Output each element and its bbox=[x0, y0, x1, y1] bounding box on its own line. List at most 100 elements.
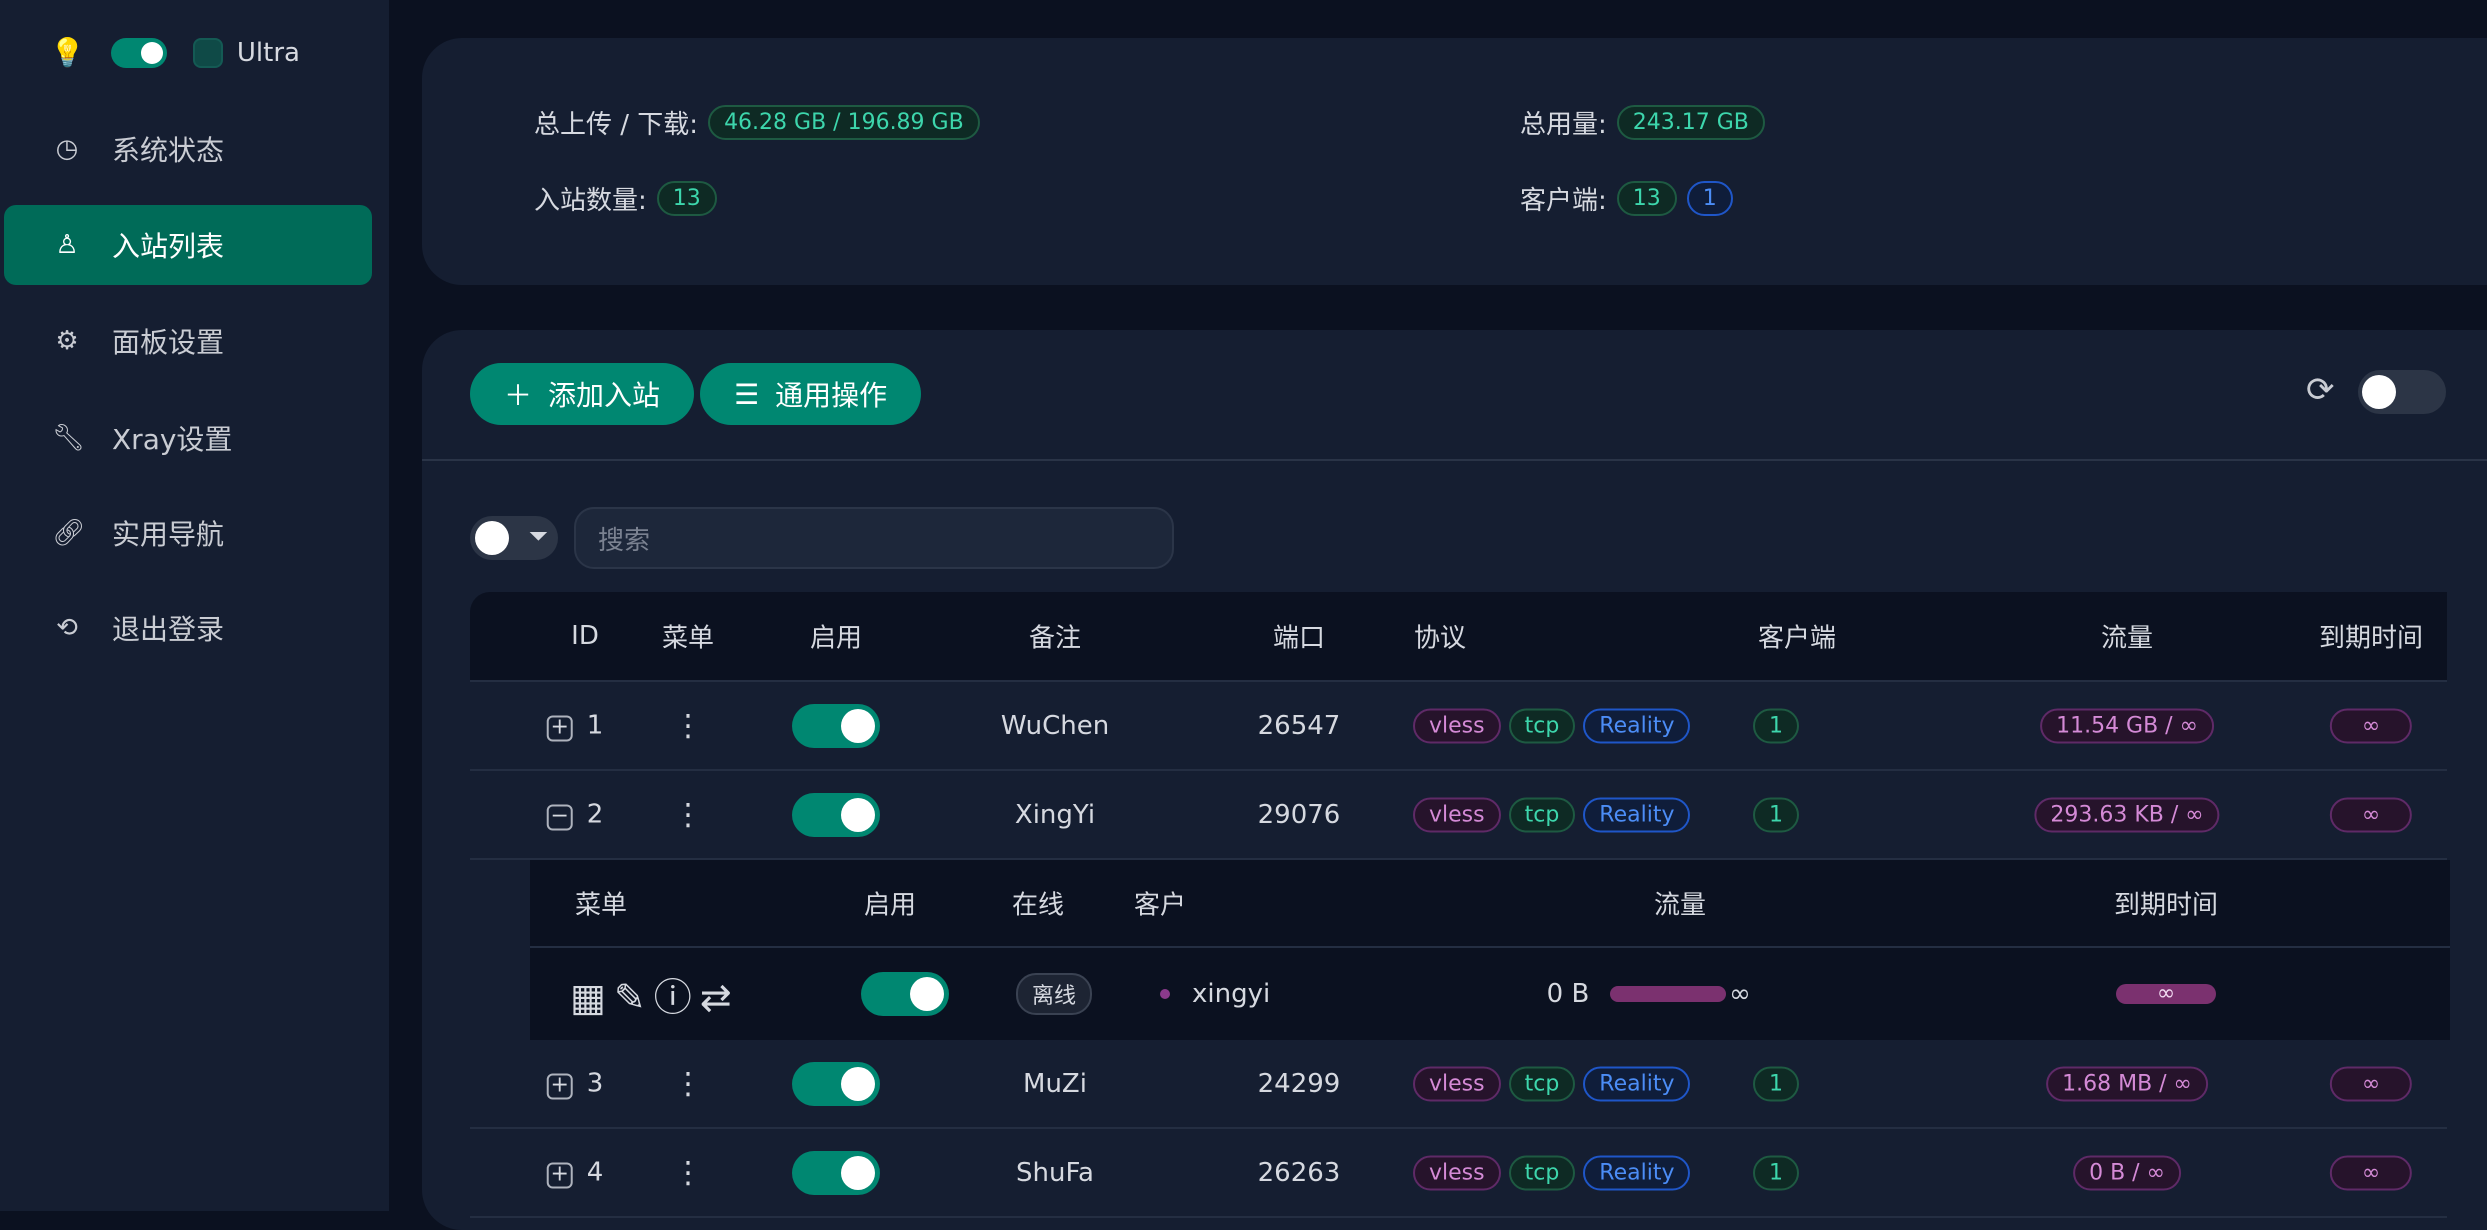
collapse-icon[interactable]: − bbox=[546, 804, 573, 830]
sidebar-item-status[interactable]: ◷ 系统状态 bbox=[4, 109, 372, 189]
client-subtable: 菜单 启用 在线 客户 流量 到期时间 ▦✎ⓘ⇄ 离线 xingyi 0 B ∞… bbox=[530, 860, 2450, 1040]
more-menu-icon[interactable]: ⋮ bbox=[673, 708, 703, 743]
more-menu-icon[interactable]: ⋮ bbox=[673, 1066, 703, 1101]
expand-icon[interactable]: + bbox=[546, 1162, 573, 1188]
protocol-tags: vless tcp Reality bbox=[1413, 797, 1691, 832]
client-header: 菜单 启用 在线 客户 流量 到期时间 bbox=[530, 860, 2450, 948]
label: 添加入站 bbox=[548, 379, 661, 412]
enable-toggle[interactable] bbox=[792, 1150, 880, 1195]
stat-updown: 总上传 / 下载: 46.28 GB / 196.89 GB bbox=[534, 104, 980, 141]
plus-icon: ＋ bbox=[504, 379, 533, 412]
updown-badge: 46.28 GB / 196.89 GB bbox=[708, 105, 980, 140]
auto-refresh-toggle[interactable] bbox=[2358, 370, 2446, 414]
refresh-icon[interactable]: ⟳ bbox=[2306, 370, 2335, 410]
client-expiry-badge: ∞ bbox=[2116, 983, 2216, 1005]
protocol-tag: vless bbox=[1413, 1066, 1501, 1101]
clients-count-badge: 1 bbox=[1753, 1155, 1799, 1190]
qrcode-icon[interactable]: ▦ bbox=[570, 975, 614, 1020]
add-inbound-button[interactable]: ＋ 添加入站 bbox=[470, 363, 695, 425]
client-row: ▦✎ⓘ⇄ 离线 xingyi 0 B ∞ ∞ bbox=[530, 950, 2450, 1038]
search-input[interactable]: 搜索 bbox=[574, 507, 1174, 569]
expand-icon[interactable]: + bbox=[546, 1073, 573, 1099]
col-remark: 备注 bbox=[1028, 623, 1082, 654]
gear-icon: ⚙ bbox=[55, 326, 79, 356]
row-id: 3 bbox=[586, 1068, 604, 1098]
stats-card: 总上传 / 下载: 46.28 GB / 196.89 GB 总用量: 243.17… bbox=[422, 38, 2487, 285]
label: 通用操作 bbox=[775, 379, 888, 412]
general-actions-button[interactable]: ☰ 通用操作 bbox=[700, 363, 922, 425]
more-menu-icon[interactable]: ⋮ bbox=[673, 797, 703, 832]
client-enable-toggle[interactable] bbox=[861, 972, 949, 1016]
label: 入站数量: bbox=[534, 186, 647, 216]
sidebar-item-settings[interactable]: ⚙ 面板设置 bbox=[4, 301, 372, 381]
traffic-badge: 293.63 KB / ∞ bbox=[2034, 797, 2220, 832]
expiry-badge: ∞ bbox=[2329, 708, 2413, 743]
label: 客户端: bbox=[1520, 186, 1607, 216]
reset-icon[interactable]: ⇄ bbox=[699, 975, 740, 1020]
col-enable: 启用 bbox=[809, 623, 863, 654]
remark: MuZi bbox=[1023, 1068, 1087, 1099]
col-client: 客户 bbox=[1133, 890, 1187, 921]
col-id: ID bbox=[571, 621, 599, 651]
divider bbox=[422, 459, 2487, 461]
ultra-checkbox[interactable] bbox=[192, 37, 223, 68]
expand-icon[interactable]: + bbox=[546, 715, 573, 741]
label: 总上传 / 下载: bbox=[534, 110, 699, 140]
more-menu-icon[interactable]: ⋮ bbox=[673, 1155, 703, 1190]
security-tag: Reality bbox=[1583, 1155, 1691, 1190]
table-row: +3 ⋮ MuZi 24299 vless tcp Reality 1 1.68 M… bbox=[470, 1040, 2447, 1129]
online-status-badge: 离线 bbox=[1015, 973, 1093, 1015]
edit-icon[interactable]: ✎ bbox=[613, 975, 654, 1020]
col-protocol: 协议 bbox=[1413, 623, 1467, 654]
stat-clients: 客户端: 13 1 bbox=[1520, 180, 1733, 217]
dark-mode-toggle[interactable] bbox=[110, 37, 167, 68]
search-placeholder: 搜索 bbox=[598, 525, 651, 556]
logout-icon: ⟲ bbox=[56, 613, 78, 643]
total-badge: 243.17 GB bbox=[1616, 105, 1765, 140]
col-expiry: 到期时间 bbox=[2113, 890, 2219, 921]
network-tag: tcp bbox=[1508, 797, 1576, 832]
col-menu: 菜单 bbox=[575, 890, 628, 921]
traffic-badge: 0 B / ∞ bbox=[2073, 1155, 2181, 1190]
expiry-badge: ∞ bbox=[2329, 1155, 2413, 1190]
stat-total: 总用量: 243.17 GB bbox=[1520, 104, 1765, 141]
security-tag: Reality bbox=[1583, 797, 1691, 832]
email: xingyi bbox=[1192, 979, 1271, 1009]
clients-count-badge: 1 bbox=[1753, 797, 1799, 832]
remark: ShuFa bbox=[1016, 1157, 1094, 1188]
filter-toggle[interactable]: ⏷ bbox=[470, 516, 558, 560]
dashboard-icon: ◷ bbox=[55, 134, 79, 164]
security-tag: Reality bbox=[1583, 1066, 1691, 1101]
table-row: +4 ⋮ ShuFa 26263 vless tcp Reality 1 0 B /… bbox=[470, 1129, 2447, 1218]
user-icon: ♙ bbox=[55, 230, 79, 260]
sidebar-item-nav[interactable]: 🔗︎ 实用导航 bbox=[4, 493, 372, 573]
sidebar-item-label: Xray设置 bbox=[112, 423, 233, 456]
security-tag: Reality bbox=[1583, 708, 1691, 743]
info-icon[interactable]: ⓘ bbox=[653, 975, 700, 1020]
col-expiry: 到期时间 bbox=[2318, 623, 2424, 654]
traffic-progress-bar bbox=[1610, 986, 1726, 1002]
sidebar-item-label: 退出登录 bbox=[112, 613, 225, 646]
sidebar-item-logout[interactable]: ⟲ 退出登录 bbox=[4, 588, 372, 668]
sidebar-item-label: 面板设置 bbox=[112, 326, 225, 359]
table-row: +1 ⋮ WuChen 26547 vless tcp Reality 1 11.5… bbox=[470, 682, 2447, 771]
port: 29076 bbox=[1257, 799, 1341, 830]
label: 总用量: bbox=[1520, 110, 1607, 140]
col-traffic: 流量 bbox=[1653, 890, 1707, 921]
remark: XingYi bbox=[1014, 799, 1096, 830]
protocol-tags: vless tcp Reality bbox=[1413, 1155, 1691, 1190]
protocol-tags: vless tcp Reality bbox=[1413, 708, 1691, 743]
enable-toggle[interactable] bbox=[792, 703, 880, 748]
col-clients: 客户端 bbox=[1757, 623, 1837, 654]
enable-toggle[interactable] bbox=[792, 792, 880, 837]
client-actions: ▦✎ⓘ⇄ bbox=[570, 967, 740, 1022]
sidebar-item-inbounds[interactable]: ♙ 入站列表 bbox=[4, 205, 372, 285]
stat-inbounds: 入站数量: 13 bbox=[534, 180, 717, 217]
status-dot bbox=[1160, 989, 1170, 999]
clients-count-badge: 1 bbox=[1753, 708, 1799, 743]
network-tag: tcp bbox=[1508, 708, 1576, 743]
filter-icon: ⏷ bbox=[528, 522, 548, 550]
sidebar-item-xray[interactable]: 🔧︎ Xray设置 bbox=[4, 398, 372, 478]
enable-toggle[interactable] bbox=[792, 1061, 880, 1106]
protocol-tag: vless bbox=[1413, 708, 1501, 743]
